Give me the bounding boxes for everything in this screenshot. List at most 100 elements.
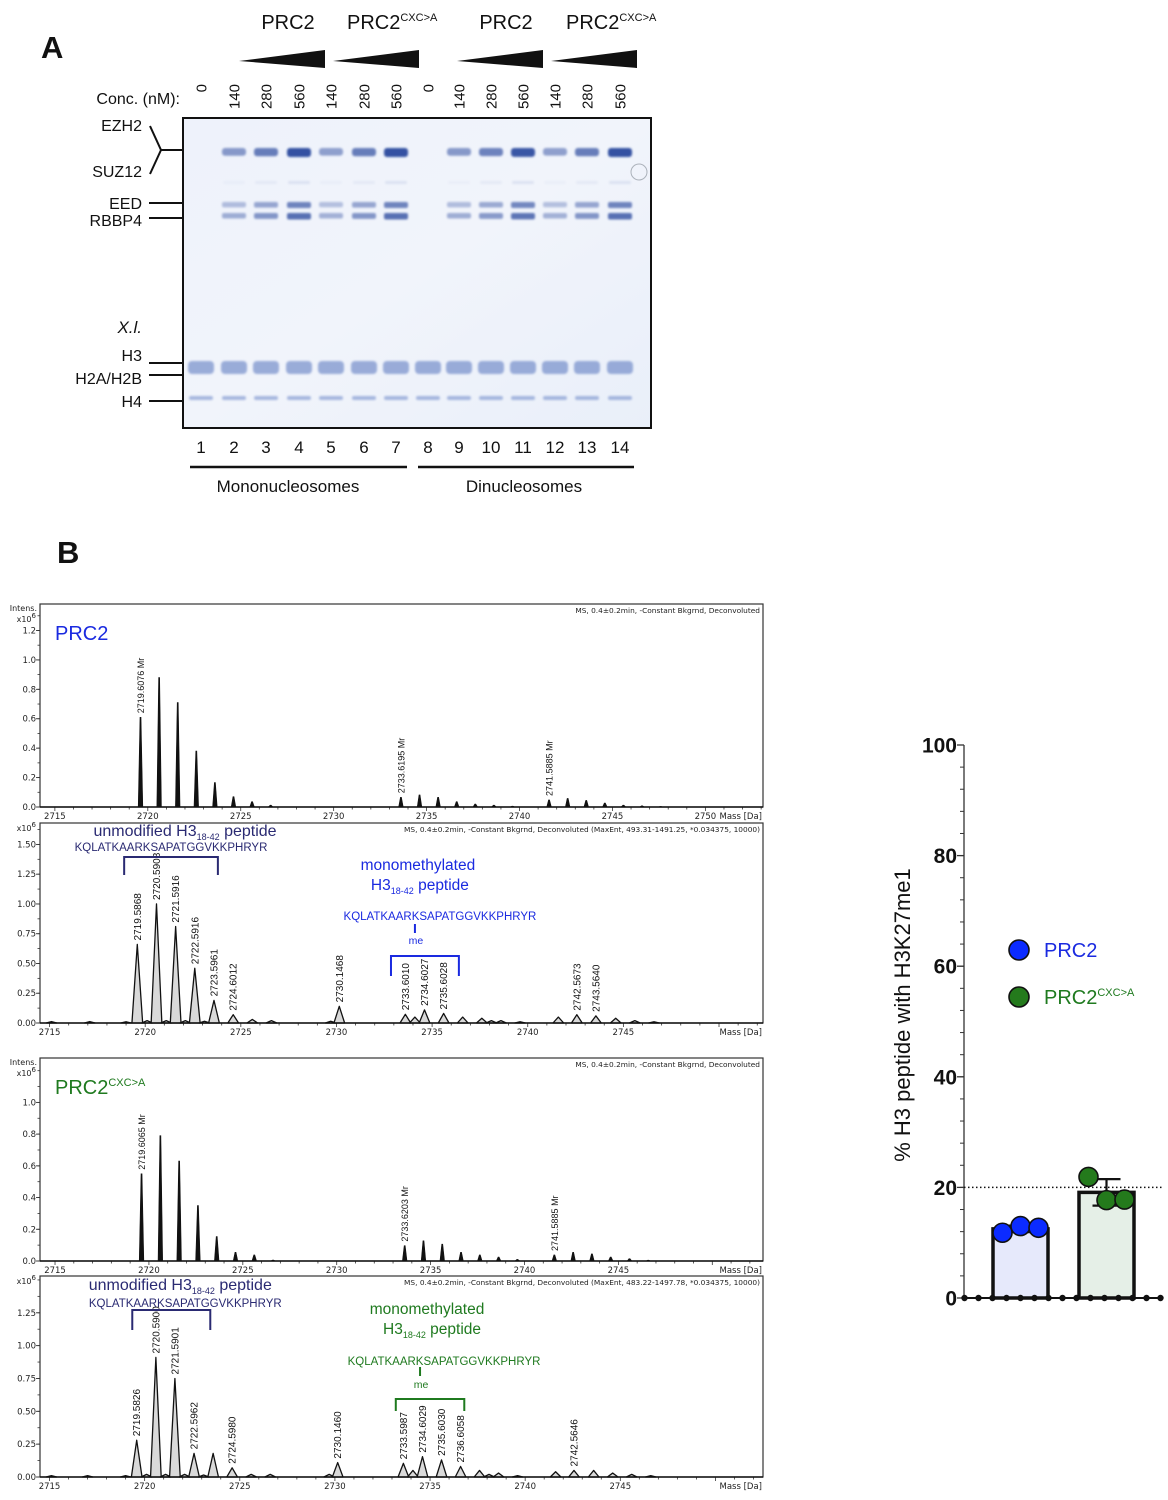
y-axis-label: Intens. (10, 1058, 37, 1067)
x-tick-label: 2715 (39, 1028, 61, 1038)
band-ezh2-suz12 (575, 148, 599, 157)
mass-spectra: 2715 2720 2725 2730 2735 2740 2745 2750 Mass [Da… (10, 603, 764, 1492)
band-ezh2-suz12 (511, 148, 535, 157)
peak-label: 2733.6010 (401, 963, 412, 1011)
gel-lane (286, 148, 312, 400)
methyl-mark: me (409, 935, 424, 947)
spectrum-title: PRC2CXC>A (55, 1077, 146, 1099)
x-tick-label: 2735 (420, 1266, 442, 1276)
y-tick-label: 0.2 (22, 774, 36, 784)
group-name: PRC2 (261, 12, 314, 34)
concentration-wedge (333, 50, 419, 68)
y-tick-label: 80 (934, 845, 957, 868)
x-tick-label: 2735 (416, 812, 438, 822)
band-minor (320, 181, 342, 184)
label-h4: H4 (122, 394, 143, 411)
label-suz12: SUZ12 (92, 164, 142, 181)
lane-number: 11 (514, 438, 532, 457)
band-h3-h2a-h2b (415, 361, 441, 374)
y-tick-label: 0.2 (22, 1225, 36, 1235)
peak-label: 2735.6030 (437, 1408, 448, 1456)
peptide-sequence: KQLATKAARKSAPATGGVKKPHRYR (89, 1298, 282, 1310)
x-tick-label: 2720 (134, 1482, 156, 1492)
y-tick-label: 0.00 (17, 1473, 36, 1483)
y-tick-label: 1.00 (17, 1342, 36, 1352)
gel-bands (188, 148, 633, 400)
y-tick-label: 1.00 (17, 900, 36, 910)
band-h3-h2a-h2b (383, 361, 409, 374)
band-rbbp4 (608, 213, 632, 220)
band-ezh2-suz12 (543, 148, 567, 156)
annotation-subscript: 18-42 (391, 886, 414, 896)
x-tick-label: 2720 (138, 1266, 160, 1276)
mass-spectrum-panel: 2715 2720 2725 2730 2735 2740 2745 Mass [Da] 0.0… (17, 1274, 764, 1492)
replicate-point (1114, 1189, 1135, 1210)
annotation-title: unmodified H318-42 peptide (93, 823, 276, 842)
monomethylated-peptide-annotation: monomethylated H318-42 peptide KQLATKAARKS… (348, 1301, 540, 1411)
x-tick-label: 2735 (419, 1482, 441, 1492)
x-tick-label: 2725 (229, 1482, 251, 1492)
band-h4 (479, 396, 503, 400)
band-rbbp4 (287, 213, 311, 220)
y-tick-label: 1.25 (17, 870, 36, 880)
y-tick-label: 0.75 (17, 1374, 36, 1384)
band-minor (288, 181, 310, 184)
band-rbbp4 (479, 213, 503, 219)
band-labels: EZH2 SUZ12 EED RBBP4 X.l. H3 H2A/H2B H4 (75, 118, 142, 411)
replicate-point (992, 1222, 1013, 1244)
x-tick-label: 2720 (137, 812, 159, 822)
x-axis-dot (975, 1294, 982, 1302)
band-ezh2-suz12 (222, 148, 246, 156)
peak-label: 2722.5962 (190, 1402, 201, 1450)
x-axis-label: Mass [Da] (720, 812, 763, 822)
peak-label: 2742.5673 (572, 963, 583, 1011)
gel-lane (253, 148, 279, 400)
band-minor (448, 181, 470, 184)
gel-lane (446, 148, 472, 400)
x-tick-label: 2730 (324, 1482, 346, 1492)
x-axis-dot (1073, 1294, 1080, 1302)
band-h3-h2a-h2b (253, 361, 279, 374)
peak-label: 2720.5908 (152, 852, 163, 900)
peak-label: 2723.5961 (209, 949, 220, 997)
annotation-suffix: peptide (215, 1277, 272, 1294)
legend-label: PRC2CXC>A (1044, 987, 1135, 1009)
band-h4 (447, 396, 471, 400)
group-headers: PRC2 PRC2CXC>A PRC2 PRC2CXC>A (261, 12, 657, 34)
panel-a: A PRC2 PRC2CXC>A PRC2 PRC2CXC>A Conc. (n… (41, 12, 657, 496)
y-tick-label: 0.8 (22, 685, 36, 695)
x-tick-label: 2715 (44, 812, 66, 822)
band-minor (609, 181, 631, 184)
lane-concentration: 140 (324, 84, 341, 109)
lane-concentration: 280 (484, 84, 501, 109)
peptide-sequence: KQLATKAARKSAPATGGVKKPHRYR (75, 842, 268, 854)
ezh2-suz12-bracket (149, 125, 163, 175)
y-tick-label: 0.0 (22, 803, 36, 813)
label-eed: EED (109, 196, 142, 213)
y-axis-unit: x106 (17, 1274, 37, 1286)
y-tick-label: 20 (934, 1177, 957, 1200)
lane-concentrations: 0 140 280 560 140 280 560 0 140 280 560 140 280 560 (194, 84, 630, 109)
peptide-sequence: KQLATKAARKSAPATGGVKKPHRYR (344, 911, 537, 923)
y-tick-label: 0.25 (17, 989, 36, 999)
band-ezh2-suz12 (447, 148, 471, 156)
lane-concentration: 140 (227, 84, 244, 109)
group-name: PRC2 (479, 12, 532, 34)
substrate-mononucleosomes: Mononucleosomes (217, 477, 360, 496)
band-h4 (608, 396, 632, 400)
label-ezh2: EZH2 (101, 118, 142, 135)
lane-number: 10 (482, 438, 501, 457)
peaks: 2719.6076 Mr 2733.6195 Mr 2741.5885 Mr (136, 658, 663, 808)
band-eed (608, 202, 632, 208)
gel-lane (415, 361, 441, 400)
y-tick-label: 40 (934, 1066, 957, 1089)
mass-spectrum-panel: 2715 2720 2725 2730 2735 2740 2745 2750 Mass [Da… (10, 603, 764, 822)
group-header-prc2-mono: PRC2 (261, 12, 314, 34)
band-minor (353, 181, 375, 184)
panel-b: B 2715 2720 2725 2730 2735 2740 2745 2750 Mass [… (10, 535, 1164, 1492)
peak-label: 2730.1460 (333, 1411, 344, 1459)
x-axis-dot (1031, 1294, 1038, 1302)
y-axis-unit: x106 (17, 821, 37, 833)
x-axis-dot (989, 1294, 996, 1302)
